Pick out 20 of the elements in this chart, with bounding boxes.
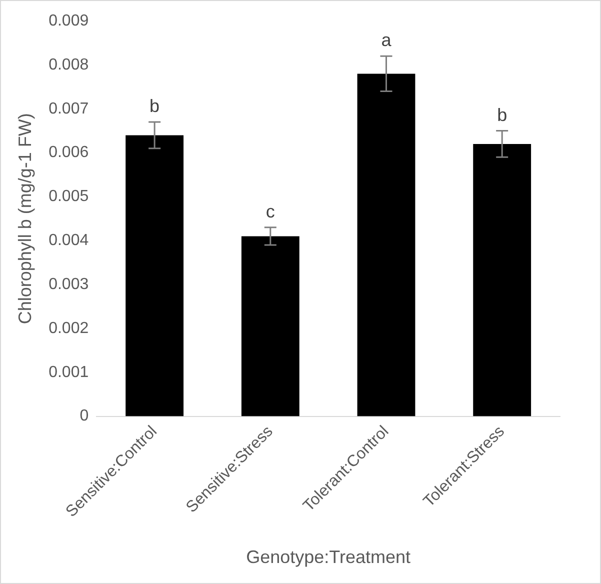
annotation: a xyxy=(381,30,392,50)
annotation: c xyxy=(266,201,275,222)
y-tick-label: 0.007 xyxy=(48,100,89,118)
y-axis-title: Chlorophyll b (mg/g-1 FW) xyxy=(14,113,35,324)
y-tick-label: 0.006 xyxy=(48,144,89,162)
bar xyxy=(126,135,184,416)
x-axis-title: Genotype:Treatment xyxy=(246,547,411,568)
y-tick-label: 0.001 xyxy=(48,364,89,381)
bar xyxy=(473,144,532,416)
y-tick-label: 0.003 xyxy=(48,276,89,293)
y-tick-label: 0.009 xyxy=(48,12,89,30)
y-tick-label: 0 xyxy=(80,408,89,425)
bar xyxy=(357,74,416,416)
annotation: b xyxy=(150,96,160,116)
y-tick-label: 0.004 xyxy=(48,232,89,250)
annotation: b xyxy=(497,104,508,125)
bar xyxy=(241,236,300,416)
y-tick-label: 0.002 xyxy=(48,320,89,337)
y-tick-label: 0.008 xyxy=(48,56,89,74)
y-tick-label: 0.005 xyxy=(48,188,89,206)
